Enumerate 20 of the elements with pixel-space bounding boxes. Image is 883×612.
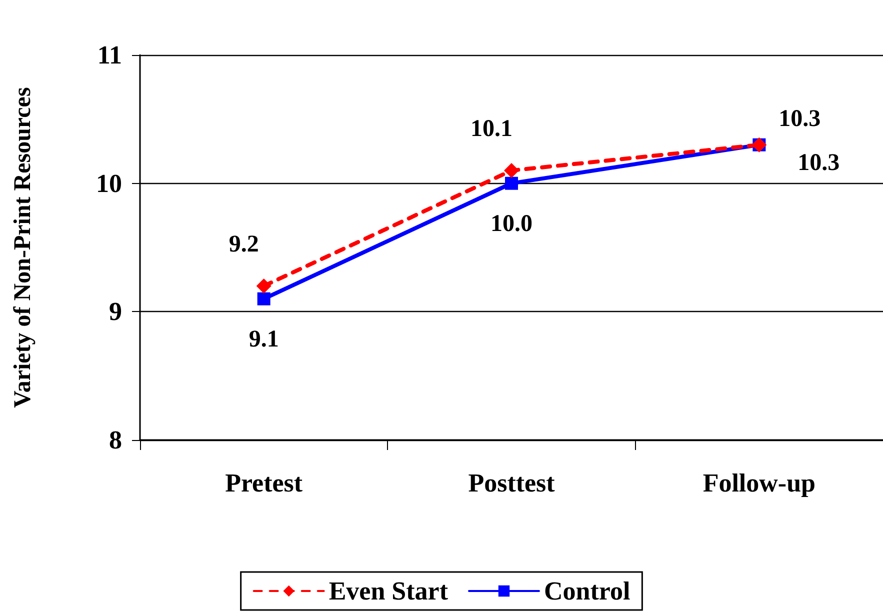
y-tick-label: 10 xyxy=(96,168,122,198)
y-tick-label: 8 xyxy=(109,426,122,454)
data-label: 10.0 xyxy=(490,210,532,237)
point xyxy=(257,292,270,306)
y-tick-label: 11 xyxy=(97,40,122,70)
legend-label: Even Start xyxy=(328,576,448,606)
x-tick-label: Follow-up xyxy=(702,468,816,498)
data-label: 10.3 xyxy=(778,106,821,132)
data-label: 10.1 xyxy=(470,116,512,142)
point xyxy=(504,163,519,178)
y-axis-title: Variety of Non-Print Resources xyxy=(10,87,36,408)
y-tick-label: 9 xyxy=(109,297,122,326)
x-tick-label: Posttest xyxy=(468,468,556,498)
point xyxy=(256,278,272,294)
point xyxy=(505,176,518,190)
data-label: 9.1 xyxy=(248,326,279,352)
x-tick-label: Pretest xyxy=(225,468,303,498)
data-label: 9.2 xyxy=(228,232,259,258)
legend-label: Control xyxy=(544,576,630,606)
data-label: 10.3 xyxy=(798,150,840,176)
